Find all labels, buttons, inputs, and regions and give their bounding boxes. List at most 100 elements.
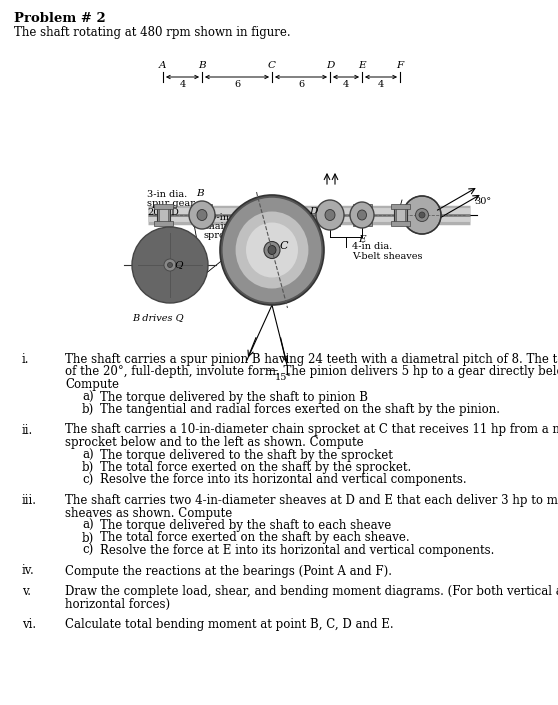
Ellipse shape xyxy=(350,202,374,228)
Text: The total force exerted on the shaft by the sprocket.: The total force exerted on the shaft by … xyxy=(100,461,411,474)
Text: c): c) xyxy=(82,544,93,557)
Text: The shaft rotating at 480 rpm shown in figure.: The shaft rotating at 480 rpm shown in f… xyxy=(14,26,291,39)
Text: iv.: iv. xyxy=(22,565,35,577)
Ellipse shape xyxy=(223,197,321,302)
Ellipse shape xyxy=(164,259,176,271)
Text: vi.: vi. xyxy=(22,618,36,631)
FancyBboxPatch shape xyxy=(324,206,336,224)
Text: D: D xyxy=(310,207,318,216)
Text: chain: chain xyxy=(204,222,231,231)
Text: sprocket below and to the left as shown. Compute: sprocket below and to the left as shown.… xyxy=(65,436,364,449)
Ellipse shape xyxy=(220,195,324,305)
Text: horizontal forces): horizontal forces) xyxy=(65,598,170,611)
Ellipse shape xyxy=(358,210,367,220)
Text: 30°: 30° xyxy=(474,197,491,205)
Bar xyxy=(153,221,172,226)
Text: 6: 6 xyxy=(234,80,240,89)
Text: i.: i. xyxy=(22,353,30,366)
Text: The torque delivered by the shaft to each sheave: The torque delivered by the shaft to eac… xyxy=(100,519,391,532)
FancyBboxPatch shape xyxy=(195,206,209,224)
Bar xyxy=(320,221,339,226)
Bar xyxy=(391,204,410,209)
Text: The shaft carries a spur pinion B having 24 teeth with a diametral pitch of 8. T: The shaft carries a spur pinion B having… xyxy=(65,353,558,366)
Text: a): a) xyxy=(82,391,94,403)
Ellipse shape xyxy=(137,231,204,298)
Text: b): b) xyxy=(82,403,94,416)
Text: 10-in dia.: 10-in dia. xyxy=(204,213,251,222)
Ellipse shape xyxy=(403,196,441,234)
Text: D: D xyxy=(326,61,334,70)
Text: 3-in dia.: 3-in dia. xyxy=(147,190,187,199)
Ellipse shape xyxy=(268,245,276,255)
Text: B: B xyxy=(196,189,204,198)
Bar xyxy=(353,204,372,209)
Text: 4: 4 xyxy=(378,80,384,89)
Text: 20°FD: 20°FD xyxy=(147,208,179,217)
Text: sheaves as shown. Compute: sheaves as shown. Compute xyxy=(65,506,232,520)
Ellipse shape xyxy=(416,209,429,221)
Text: of the 20°, full-depth, involute form. The pinion delivers 5 hp to a gear direct: of the 20°, full-depth, involute form. T… xyxy=(65,365,558,379)
Ellipse shape xyxy=(316,200,344,230)
FancyBboxPatch shape xyxy=(156,206,170,224)
Ellipse shape xyxy=(419,212,425,218)
Text: v.: v. xyxy=(22,585,31,598)
Bar xyxy=(153,204,172,209)
Text: Q: Q xyxy=(174,261,182,269)
Ellipse shape xyxy=(325,209,335,221)
Bar xyxy=(193,204,211,209)
Bar xyxy=(193,221,211,226)
Text: a): a) xyxy=(82,448,94,462)
FancyBboxPatch shape xyxy=(158,208,167,222)
Bar xyxy=(263,215,281,275)
Text: E: E xyxy=(358,235,366,244)
Bar xyxy=(320,204,339,209)
Ellipse shape xyxy=(132,227,208,303)
Text: 15°: 15° xyxy=(275,373,292,382)
Text: The torque delivered by the shaft to pinion B: The torque delivered by the shaft to pin… xyxy=(100,391,368,403)
Text: The total force exerted on the shaft by each sheave.: The total force exerted on the shaft by … xyxy=(100,532,410,544)
Text: Problem # 2: Problem # 2 xyxy=(14,12,106,25)
Text: A: A xyxy=(159,61,167,70)
Text: V-belt sheaves: V-belt sheaves xyxy=(352,252,422,261)
Text: The shaft carries two 4-in-diameter sheaves at D and E that each deliver 3 hp to: The shaft carries two 4-in-diameter shea… xyxy=(65,494,558,507)
Text: C: C xyxy=(280,241,288,251)
Text: spur gear: spur gear xyxy=(147,199,195,208)
Bar xyxy=(391,221,410,226)
FancyBboxPatch shape xyxy=(396,208,405,222)
Text: 4: 4 xyxy=(179,80,186,89)
FancyBboxPatch shape xyxy=(358,208,367,222)
Bar xyxy=(353,221,372,226)
Text: B: B xyxy=(198,61,206,70)
Text: 4-in dia.: 4-in dia. xyxy=(352,242,392,251)
Text: sprocket: sprocket xyxy=(204,231,247,240)
Text: Compute the reactions at the bearings (Point A and F).: Compute the reactions at the bearings (P… xyxy=(65,565,392,577)
Text: Resolve the force at E into its horizontal and vertical components.: Resolve the force at E into its horizont… xyxy=(100,544,494,557)
Text: E: E xyxy=(358,61,366,70)
Text: iii.: iii. xyxy=(22,494,37,507)
Text: B drives Q: B drives Q xyxy=(132,313,184,322)
Text: ii.: ii. xyxy=(22,424,33,436)
Text: Resolve the force into its horizontal and vertical components.: Resolve the force into its horizontal an… xyxy=(100,474,466,486)
FancyBboxPatch shape xyxy=(393,206,406,224)
Text: a): a) xyxy=(82,519,94,532)
Text: F: F xyxy=(396,61,403,70)
Text: Compute: Compute xyxy=(65,378,119,391)
Text: c): c) xyxy=(82,474,93,486)
Ellipse shape xyxy=(197,209,207,221)
FancyBboxPatch shape xyxy=(355,206,368,224)
Text: Calculate total bending moment at point B, C, D and E.: Calculate total bending moment at point … xyxy=(65,618,393,631)
Text: The tangential and radial forces exerted on the shaft by the pinion.: The tangential and radial forces exerted… xyxy=(100,403,500,416)
Ellipse shape xyxy=(264,242,280,259)
FancyBboxPatch shape xyxy=(325,208,334,222)
Ellipse shape xyxy=(145,240,195,290)
Text: b): b) xyxy=(82,461,94,474)
Text: The shaft carries a 10-in-diameter chain sprocket at C that receives 11 hp from : The shaft carries a 10-in-diameter chain… xyxy=(65,424,558,436)
Text: C: C xyxy=(268,61,276,70)
Ellipse shape xyxy=(167,262,172,267)
Text: b): b) xyxy=(82,532,94,544)
Ellipse shape xyxy=(189,201,215,229)
Text: The torque delivered to the shaft by the sprocket: The torque delivered to the shaft by the… xyxy=(100,448,393,462)
Text: 6: 6 xyxy=(298,80,304,89)
Ellipse shape xyxy=(235,212,309,288)
FancyBboxPatch shape xyxy=(198,208,206,222)
